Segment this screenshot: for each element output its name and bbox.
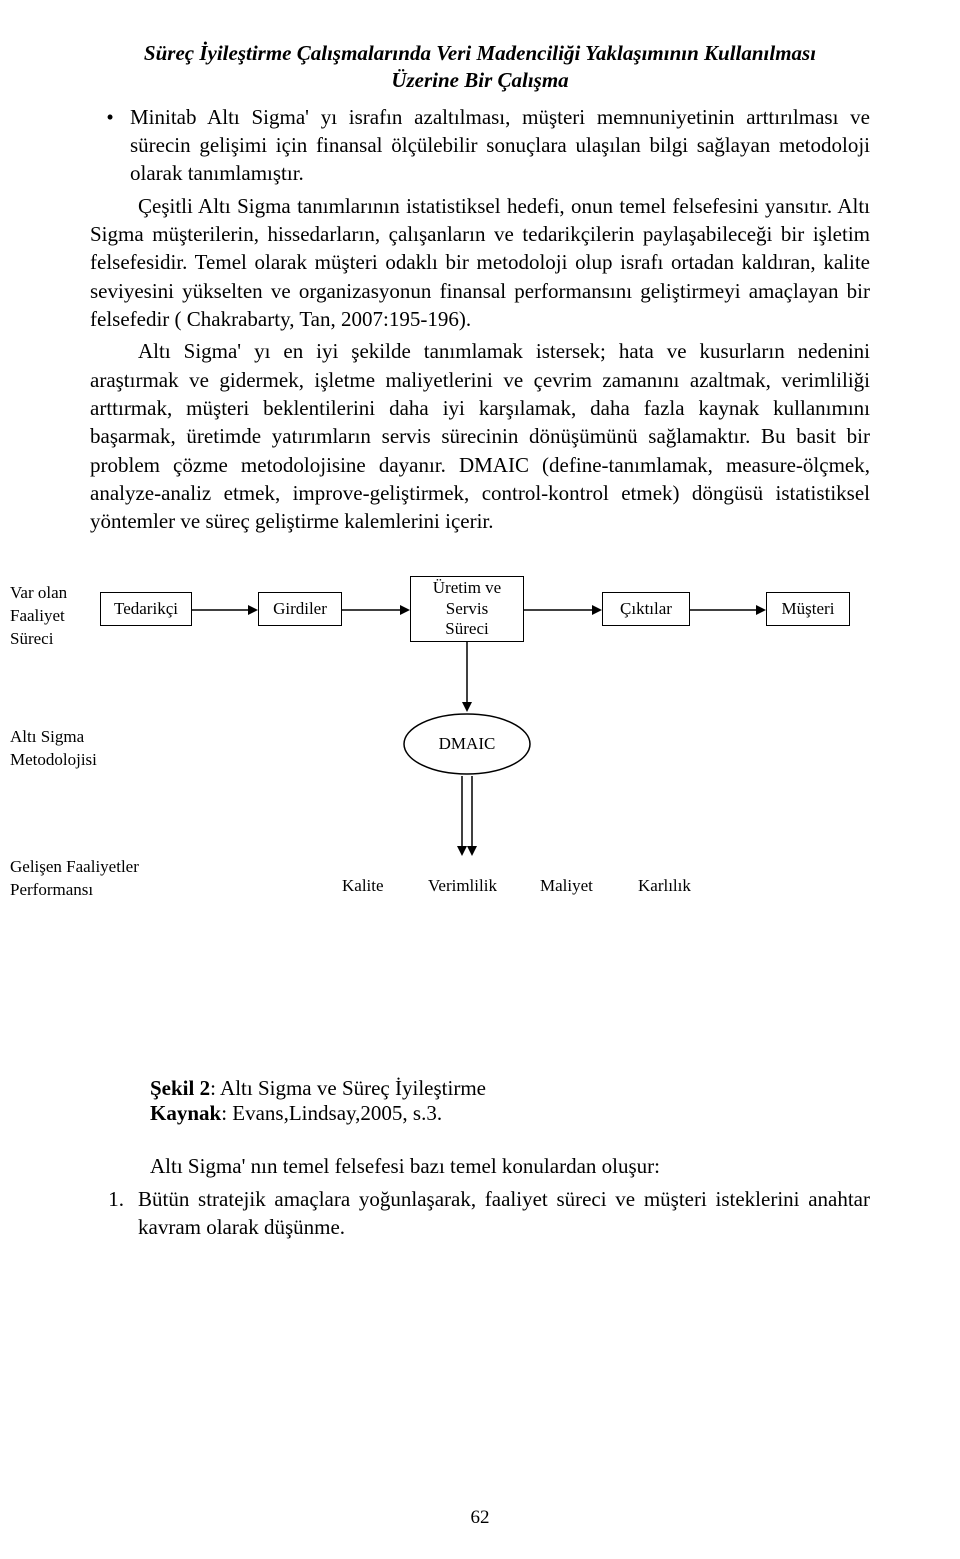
row2-label-l2: Metodolojisi	[10, 750, 97, 769]
row3-label-l2: Performansı	[10, 880, 93, 899]
page-title: Süreç İyileştirme Çalışmalarında Veri Ma…	[90, 40, 870, 95]
perf-maliyet: Maliyet	[540, 876, 593, 896]
list-text-1: Bütün stratejik amaçlara yoğunlaşarak, f…	[138, 1185, 870, 1242]
sekil-label: Şekil 2	[150, 1076, 210, 1100]
node-uretim: Üretim ve Servis Süreci	[410, 576, 524, 642]
row1-label-l2: Faaliyet	[10, 606, 65, 625]
arrow-2	[342, 600, 410, 620]
row2-label: Altı Sigma Metodolojisi	[10, 726, 97, 772]
arrow-1	[192, 600, 258, 620]
kaynak-text: : Evans,Lindsay,2005, s.3.	[221, 1101, 442, 1125]
bullet-mark: •	[90, 103, 130, 131]
row1-label-l3: Süreci	[10, 629, 53, 648]
node-uretim-l2: Servis	[446, 599, 489, 619]
kaynak-label: Kaynak	[150, 1101, 221, 1125]
node-musteri: Müşteri	[766, 592, 850, 626]
node-dmaic: DMAIC	[402, 712, 532, 776]
page-number: 62	[0, 1507, 960, 1529]
paragraph-1: Çeşitli Altı Sigma tanımlarının istatist…	[90, 192, 870, 334]
process-diagram: Var olan Faaliyet Süreci Tedarikçi Girdi…	[90, 576, 870, 1056]
arrow-4	[690, 600, 766, 620]
row1-label-l1: Var olan	[10, 583, 67, 602]
title-line-2: Üzerine Bir Çalışma	[391, 68, 568, 92]
node-girdiler-label: Girdiler	[273, 599, 327, 619]
list-num-1: 1.	[90, 1185, 138, 1242]
arrow-down-1	[457, 642, 477, 712]
node-musteri-label: Müşteri	[782, 599, 835, 619]
arrow-3	[524, 600, 602, 620]
node-ciktilar: Çıktılar	[602, 592, 690, 626]
after-caption-text: Altı Sigma' nın temel felsefesi bazı tem…	[150, 1154, 870, 1179]
row3-label: Gelişen Faaliyetler Performansı	[10, 856, 139, 902]
node-girdiler: Girdiler	[258, 592, 342, 626]
title-line-1: Süreç İyileştirme Çalışmalarında Veri Ma…	[144, 41, 816, 65]
perf-verimlilik: Verimlilik	[428, 876, 497, 896]
bullet-paragraph: • Minitab Altı Sigma' yı israfın azaltıl…	[90, 103, 870, 188]
perf-kalite: Kalite	[342, 876, 384, 896]
sekil-text: : Altı Sigma ve Süreç İyileştirme	[210, 1076, 486, 1100]
figure-caption: Şekil 2: Altı Sigma ve Süreç İyileştirme…	[150, 1076, 870, 1126]
node-dmaic-label: DMAIC	[439, 734, 496, 754]
row1-label: Var olan Faaliyet Süreci	[10, 582, 67, 651]
node-tedarikci-label: Tedarikçi	[114, 599, 178, 619]
bullet-text: Minitab Altı Sigma' yı israfın azaltılma…	[130, 103, 870, 188]
node-uretim-l3: Süreci	[445, 619, 488, 639]
node-uretim-l1: Üretim ve	[433, 578, 501, 598]
row3-label-l1: Gelişen Faaliyetler	[10, 857, 139, 876]
paragraph-2: Altı Sigma' yı en iyi şekilde tanımlamak…	[90, 337, 870, 535]
numbered-item-1: 1. Bütün stratejik amaçlara yoğunlaşarak…	[90, 1185, 870, 1242]
arrow-down-2	[452, 776, 482, 856]
node-ciktilar-label: Çıktılar	[620, 599, 672, 619]
node-tedarikci: Tedarikçi	[100, 592, 192, 626]
perf-karlilik: Karlılık	[638, 876, 691, 896]
row2-label-l1: Altı Sigma	[10, 727, 84, 746]
